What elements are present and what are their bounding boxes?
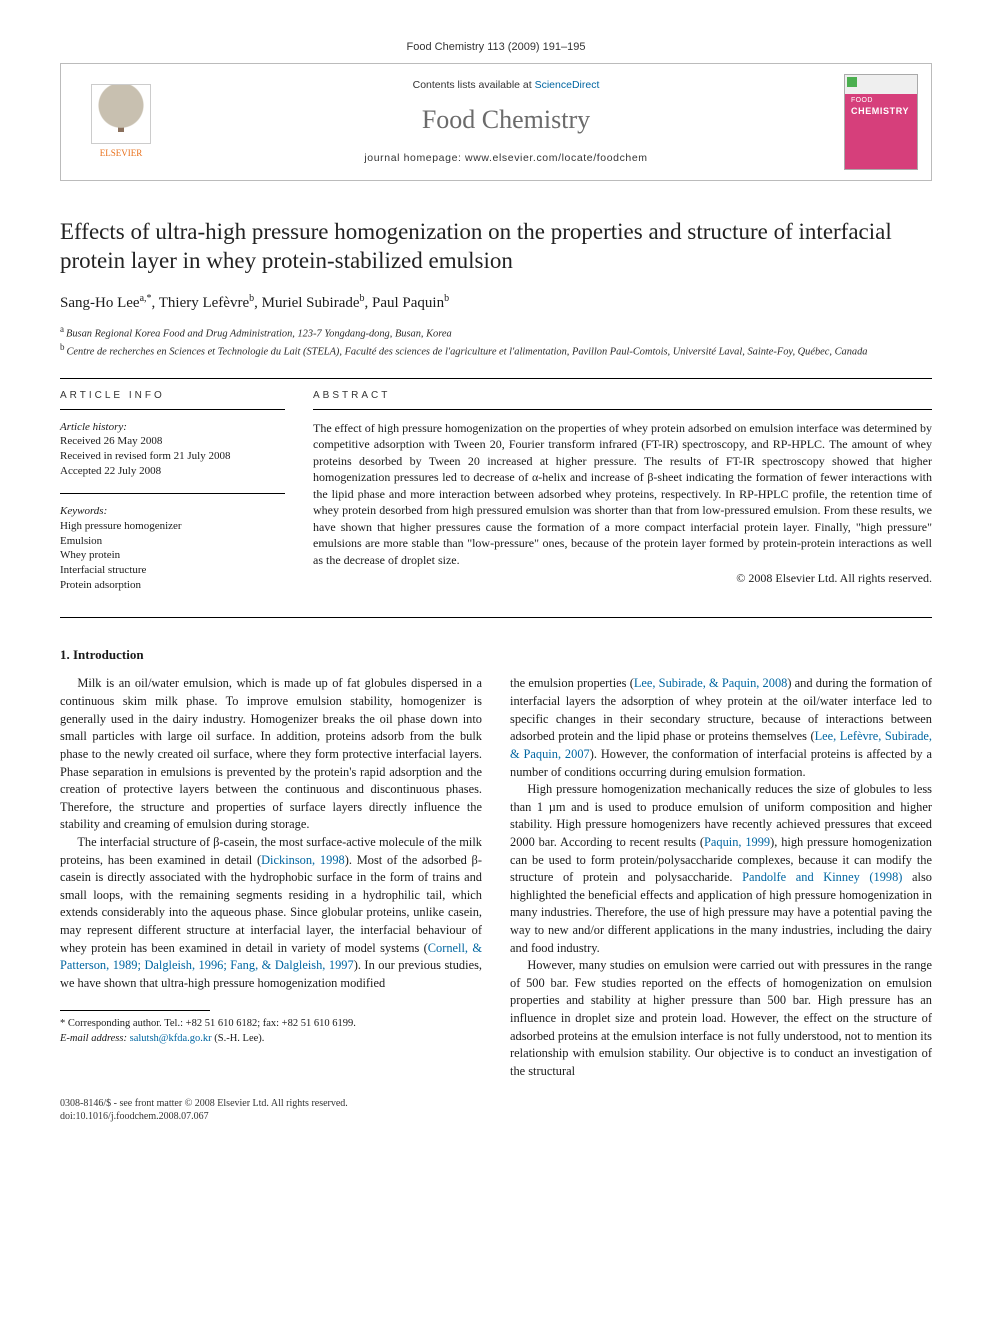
elsevier-logo: ELSEVIER xyxy=(91,84,151,159)
top-rule xyxy=(60,378,932,379)
author-1: Sang-Ho Leea,* xyxy=(60,295,152,311)
journal-header-box: ELSEVIER Contents lists available at Sci… xyxy=(60,63,932,181)
keyword-4: Interfacial structure xyxy=(60,563,285,578)
corresponding-email-line: E-mail address: salutsh@kfda.go.kr (S.-H… xyxy=(60,1032,482,1047)
publisher-logo-area: ELSEVIER xyxy=(61,64,181,180)
author-3-aff: b xyxy=(360,293,365,304)
footer-copyright: 0308-8146/$ - see front matter © 2008 El… xyxy=(60,1097,932,1124)
corresponding-label: * Corresponding author. Tel.: +82 51 610… xyxy=(60,1017,482,1032)
cover-word-food: FOOD xyxy=(851,96,873,105)
keyword-3: Whey protein xyxy=(60,548,285,563)
para-3: the emulsion properties (Lee, Subirade, … xyxy=(510,675,932,781)
abstract-copyright: © 2008 Elsevier Ltd. All rights reserved… xyxy=(313,570,932,586)
contents-prefix: Contents lists available at xyxy=(413,79,535,91)
keywords-block: Keywords: High pressure homogenizer Emul… xyxy=(60,504,285,593)
history-accepted: Accepted 22 July 2008 xyxy=(60,464,285,479)
authors-line: Sang-Ho Leea,*, Thiery Lefèvreb, Muriel … xyxy=(60,292,932,313)
footnote-rule xyxy=(60,1010,210,1011)
publisher-name: ELSEVIER xyxy=(100,148,143,158)
author-3: Muriel Subiradeb xyxy=(262,295,365,311)
article-title: Effects of ultra-high pressure homogeniz… xyxy=(60,217,932,276)
sciencedirect-link[interactable]: ScienceDirect xyxy=(535,79,600,91)
abstract-column: ABSTRACT The effect of high pressure hom… xyxy=(313,389,932,593)
history-label: Article history: xyxy=(60,420,285,435)
elsevier-tree-icon xyxy=(91,84,151,144)
journal-name: Food Chemistry xyxy=(422,102,590,137)
journal-cover-thumb: FOOD CHEMISTRY xyxy=(844,74,918,170)
affiliation-a-text: Busan Regional Korea Food and Drug Admin… xyxy=(66,328,452,339)
article-info-heading: ARTICLE INFO xyxy=(60,389,285,410)
para-1: Milk is an oil/water emulsion, which is … xyxy=(60,675,482,833)
footer-line1: 0308-8146/$ - see front matter © 2008 El… xyxy=(60,1097,932,1111)
keyword-5: Protein adsorption xyxy=(60,578,285,593)
header-citation: Food Chemistry 113 (2009) 191–195 xyxy=(60,40,932,55)
body-columns: Milk is an oil/water emulsion, which is … xyxy=(60,675,932,1080)
affiliation-a: aBusan Regional Korea Food and Drug Admi… xyxy=(60,323,932,342)
author-1-name: Sang-Ho Lee xyxy=(60,295,140,311)
history-revised: Received in revised form 21 July 2008 xyxy=(60,449,285,464)
footer-line2: doi:10.1016/j.foodchem.2008.07.067 xyxy=(60,1110,932,1124)
homepage-label: journal homepage: xyxy=(364,152,465,164)
author-4-name: Paul Paquin xyxy=(372,295,444,311)
affiliation-b-text: Centre de recherches en Sciences et Tech… xyxy=(67,347,868,358)
affiliations: aBusan Regional Korea Food and Drug Admi… xyxy=(60,323,932,360)
abstract-text: The effect of high pressure homogenizati… xyxy=(313,420,932,569)
article-info-column: ARTICLE INFO Article history: Received 2… xyxy=(60,389,285,593)
keyword-1: High pressure homogenizer xyxy=(60,519,285,534)
para-5: However, many studies on emulsion were c… xyxy=(510,957,932,1080)
header-center: Contents lists available at ScienceDirec… xyxy=(181,64,831,180)
para-4: High pressure homogenization mechanicall… xyxy=(510,781,932,957)
author-3-name: Muriel Subirade xyxy=(262,295,360,311)
abstract-heading: ABSTRACT xyxy=(313,389,932,410)
contents-available-line: Contents lists available at ScienceDirec… xyxy=(413,78,600,92)
corresponding-email-who: (S.-H. Lee). xyxy=(214,1033,264,1044)
para-2: The interfacial structure of β-casein, t… xyxy=(60,834,482,992)
homepage-url: www.elsevier.com/locate/foodchem xyxy=(465,152,648,164)
info-abstract-row: ARTICLE INFO Article history: Received 2… xyxy=(60,389,932,593)
affiliation-b: bCentre de recherches en Sciences et Tec… xyxy=(60,341,932,360)
journal-homepage-line: journal homepage: www.elsevier.com/locat… xyxy=(364,151,647,165)
corresponding-author: * Corresponding author. Tel.: +82 51 610… xyxy=(60,1017,482,1047)
author-2-name: Thiery Lefèvre xyxy=(159,295,249,311)
cover-thumb-area: FOOD CHEMISTRY xyxy=(831,64,931,180)
info-abstract-bottom-rule xyxy=(60,617,932,618)
cover-word-chemistry: CHEMISTRY xyxy=(851,105,909,117)
author-4: Paul Paquinb xyxy=(372,295,449,311)
keyword-2: Emulsion xyxy=(60,534,285,549)
corresponding-email-link[interactable]: salutsh@kfda.go.kr xyxy=(130,1033,212,1044)
keywords-label: Keywords: xyxy=(60,504,285,519)
history-received: Received 26 May 2008 xyxy=(60,434,285,449)
author-1-aff: a,* xyxy=(140,293,152,304)
info-mid-rule xyxy=(60,493,285,494)
section-1-heading: 1. Introduction xyxy=(60,646,932,664)
article-history: Article history: Received 26 May 2008 Re… xyxy=(60,420,285,479)
author-2-aff: b xyxy=(249,293,254,304)
author-2: Thiery Lefèvreb xyxy=(159,295,254,311)
email-label: E-mail address: xyxy=(60,1033,127,1044)
author-4-aff: b xyxy=(444,293,449,304)
